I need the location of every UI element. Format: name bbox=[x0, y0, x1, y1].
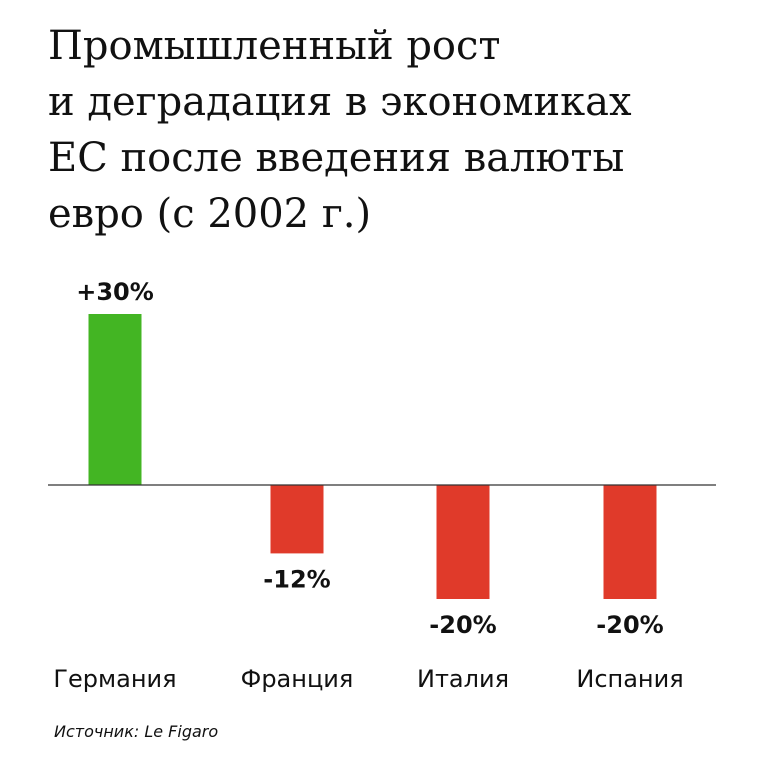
title-line-1: Промышленный рост bbox=[48, 23, 501, 69]
source-note: Источник: Le Figaro bbox=[54, 722, 219, 741]
category-label-2: Франция bbox=[241, 665, 354, 693]
chart-title: Промышленный рост и деградация в экономи… bbox=[48, 18, 738, 242]
value-label-4: -20% bbox=[596, 611, 663, 639]
title-line-2: и деградация в экономиках bbox=[48, 79, 632, 125]
title-line-3: ЕС после введения валюты bbox=[48, 135, 625, 181]
value-label-1: +30% bbox=[76, 278, 154, 306]
category-label-3: Италия bbox=[417, 665, 509, 693]
category-label-4: Испания bbox=[576, 665, 683, 693]
bar-2 bbox=[270, 485, 324, 554]
bar-4 bbox=[603, 485, 657, 599]
value-label-2: -12% bbox=[263, 565, 330, 593]
bar-1 bbox=[88, 314, 142, 485]
value-label-3: -20% bbox=[429, 611, 496, 639]
category-label-1: Германия bbox=[53, 665, 176, 693]
title-line-4: евро (с 2002 г.) bbox=[48, 191, 372, 237]
bar-3 bbox=[436, 485, 490, 599]
